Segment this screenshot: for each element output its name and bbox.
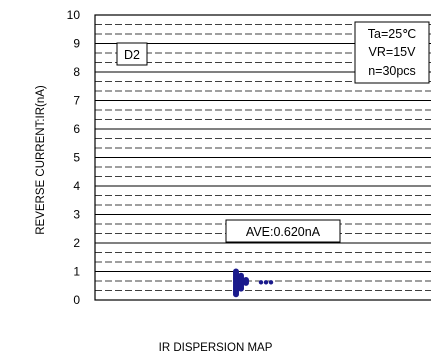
conditions-box: Ta=25℃ VR=15V n=30pcs [355, 22, 429, 83]
y-tick-label: 9 [73, 37, 80, 51]
chart-caption: IR DISPERSION MAP [0, 342, 431, 354]
y-axis-title: REVERSE CURRENT:IR(nA) [35, 85, 47, 235]
y-tick-label: 8 [73, 65, 80, 79]
y-tick-label: 3 [73, 208, 80, 222]
y-tick-label: 1 [73, 265, 80, 279]
condition-voltage: VR=15V [369, 45, 417, 59]
y-axis-ticks: 0 1 2 3 4 5 6 7 8 9 10 [67, 8, 81, 307]
data-point [269, 280, 273, 284]
data-points [233, 269, 273, 298]
y-tick-label: 4 [73, 179, 80, 193]
sample-label-box: D2 [117, 43, 147, 65]
average-box: AVE:0.620nA [226, 220, 340, 242]
y-tick-label: 10 [67, 8, 81, 22]
data-point [233, 269, 239, 275]
y-tick-label: 7 [73, 94, 80, 108]
y-tick-label: 5 [73, 151, 80, 165]
data-point [259, 280, 263, 284]
data-point [264, 280, 268, 284]
y-tick-label: 0 [73, 293, 80, 307]
average-label: AVE:0.620nA [246, 225, 321, 239]
condition-count: n=30pcs [368, 64, 416, 78]
y-tick-label: 2 [73, 236, 80, 250]
y-tick-label: 6 [73, 122, 80, 136]
sample-label: D2 [124, 48, 140, 62]
condition-temperature: Ta=25℃ [368, 27, 416, 41]
